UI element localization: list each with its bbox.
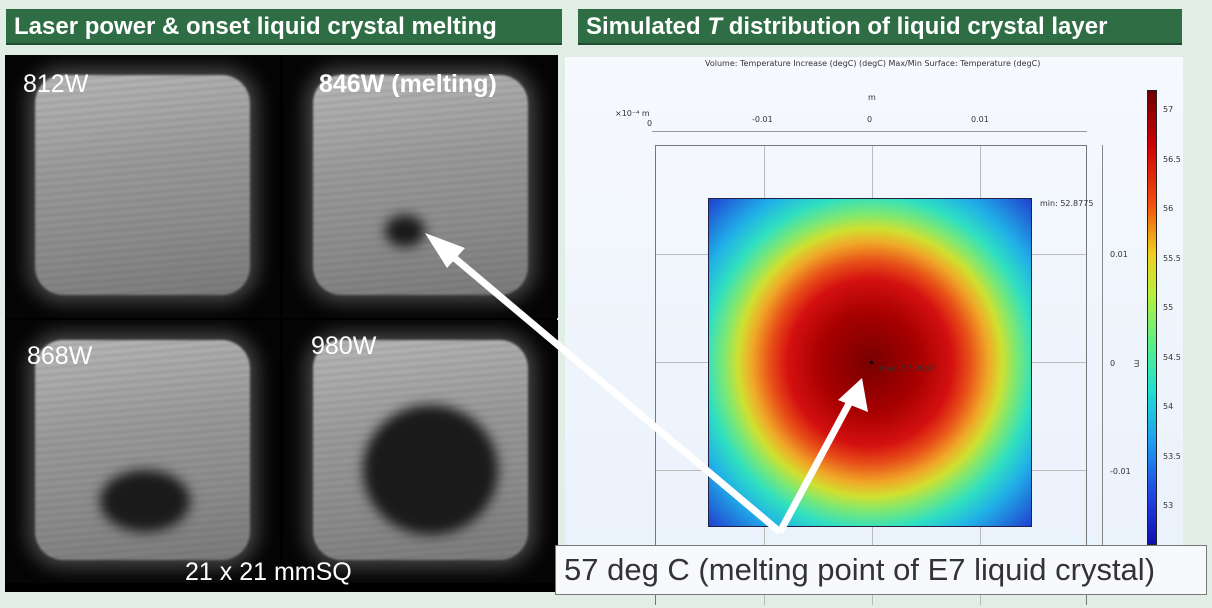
x-scale-zero: 0 — [647, 119, 653, 128]
header-text: Simulated — [586, 13, 708, 40]
max-marker — [870, 361, 873, 364]
plot-title: Volume: Temperature Increase (degC) (deg… — [705, 59, 1041, 68]
arrow-to-max — [776, 396, 856, 534]
header-italic-t: T — [707, 13, 723, 40]
y-tick: -0.01 — [1110, 467, 1131, 476]
min-label: min: 52.8775 — [1040, 199, 1094, 208]
sample-square — [35, 75, 250, 295]
melting-point-callout: 57 deg C (melting point of E7 liquid cry… — [555, 545, 1207, 595]
power-label: 812W — [23, 70, 89, 98]
power-label: 846W (melting) — [319, 70, 497, 98]
y-tick: 0 — [1110, 359, 1116, 368]
colorbar — [1147, 90, 1157, 545]
y-tick: 0.01 — [1110, 250, 1128, 259]
colorbar-tick: 55.5 — [1163, 253, 1181, 263]
arrow-to-846w — [442, 247, 783, 535]
y-axis-line — [1102, 145, 1103, 595]
x-scale: ×10⁻⁴ m — [615, 109, 650, 118]
colorbar-tick: 53.5 — [1163, 451, 1181, 461]
power-label: 868W — [27, 342, 93, 370]
size-label: 21 x 21 mmSQ — [185, 558, 352, 586]
colorbar-tick: 56 — [1163, 204, 1174, 213]
power-label: 980W — [311, 332, 377, 360]
arrowhead-icon — [838, 378, 868, 412]
melt-spot — [100, 470, 190, 532]
x-unit: m — [868, 93, 876, 102]
image-846w: 846W (melting) — [283, 55, 558, 318]
melting-image-grid: 812W 846W (melting) 868W 980W — [5, 55, 558, 592]
x-tick: -0.01 — [752, 115, 773, 124]
header-text: distribution of liquid crystal layer — [722, 13, 1108, 40]
colorbar-tick: 54 — [1163, 402, 1174, 411]
x-axis-line — [652, 131, 1087, 132]
left-panel-header: Laser power & onset liquid crystal melti… — [6, 9, 562, 45]
colorbar-tick: 53 — [1163, 501, 1174, 510]
melt-spot — [363, 405, 498, 535]
colorbar-tick: 57 — [1163, 105, 1174, 114]
colorbar-tick: 55 — [1163, 303, 1174, 312]
temperature-simulation-plot: Volume: Temperature Increase (degC) (deg… — [565, 57, 1183, 605]
colorbar-tick: 56.5 — [1163, 154, 1181, 164]
melt-spot — [385, 215, 425, 247]
image-868w: 868W — [5, 320, 280, 583]
arrowhead-icon — [425, 233, 465, 268]
image-812w: 812W — [5, 55, 280, 318]
max-label: max: 57.0967 — [879, 364, 935, 373]
x-tick: 0.01 — [971, 115, 989, 124]
image-980w: 980W — [283, 320, 558, 583]
x-tick: 0 — [867, 115, 873, 124]
right-panel-header: Simulated T distribution of liquid cryst… — [578, 9, 1182, 45]
sample-square — [313, 75, 528, 295]
colorbar-tick: 54.5 — [1163, 352, 1181, 362]
